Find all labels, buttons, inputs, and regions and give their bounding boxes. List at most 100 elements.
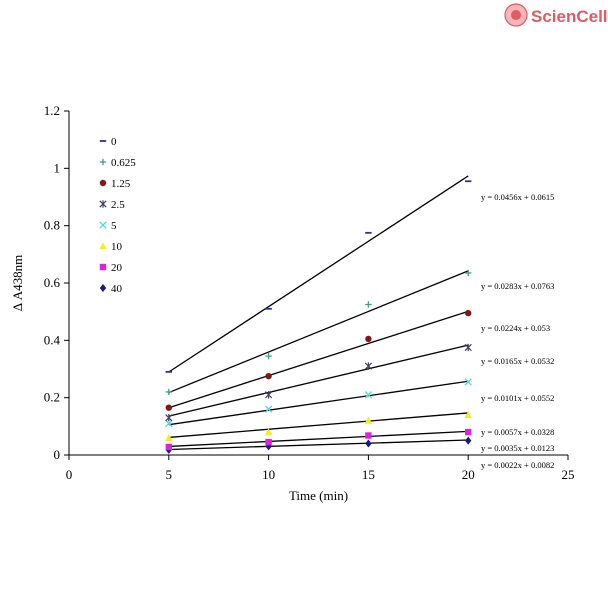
data-point-5-shape [464, 378, 472, 386]
data-point-40 [465, 436, 472, 445]
plot-area: 0 0.2 0.4 0.6 0.8 1 1.2 0 5 10 15 20 25 Time (min) Δ A… [10, 103, 575, 503]
data-point-5 [165, 419, 173, 428]
trend-equation-0.625: y = 0.0283x + 0.0763 [481, 281, 554, 291]
y-tick-label: 1 [54, 160, 61, 175]
logo-icon-inner [511, 10, 521, 20]
x-tick-label: 20 [462, 467, 475, 482]
y-tick-label: 0.2 [44, 390, 60, 405]
data-point-10 [165, 434, 173, 441]
legend-label-0: 0 [111, 136, 117, 148]
data-point-5 [464, 378, 472, 386]
data-point-1.25-shape [165, 404, 172, 411]
x-tick-label: 25 [562, 467, 575, 482]
data-point-10-shape [264, 428, 273, 436]
data-point-2.5 [165, 414, 173, 422]
trend-equation-20: y = 0.0035x + 0.0123 [481, 443, 554, 453]
y-tick-label: 0.8 [44, 218, 60, 233]
data-point-0.625 [365, 301, 372, 308]
legend-marker-1.25-shape [99, 179, 107, 187]
data-point-20 [365, 432, 372, 439]
data-point-40-shape [365, 439, 372, 448]
trend-equation-5: y = 0.0101x + 0.0552 [481, 393, 554, 403]
trendline-20 [168, 430, 469, 448]
trendline-1.25 [168, 310, 469, 409]
data-point-1.25-shape [265, 372, 272, 380]
data-point-0.625 [265, 352, 272, 360]
data-point-5-shape [364, 391, 373, 399]
data-point-2.5 [464, 343, 472, 352]
trend-equation-0: y = 0.0456x + 0.0615 [481, 192, 554, 202]
data-point-1.25 [265, 372, 272, 380]
legend-marker-2.5 [99, 200, 107, 208]
data-point-10 [464, 411, 472, 419]
data-point-20 [265, 438, 272, 446]
x-axis-label: Time (min) [289, 488, 348, 503]
data-point-40-shape [465, 436, 472, 445]
y-tick-label: 0.6 [44, 275, 61, 290]
data-point-20 [165, 443, 172, 451]
x-tick-label: 10 [262, 467, 275, 482]
data-point-1.25-shape [365, 335, 372, 343]
data-point-10 [264, 428, 273, 436]
trendline-40 [168, 439, 469, 451]
data-point-1.25 [465, 309, 472, 317]
trendline-0.625 [168, 270, 469, 394]
data-point-10-shape [364, 416, 373, 424]
data-point-10-shape [464, 411, 472, 419]
trendline-2.5 [168, 344, 469, 417]
legend-label-2.5: 2.5 [111, 199, 125, 211]
legend-label-20: 20 [111, 262, 123, 274]
legend-marker-0.625 [99, 158, 107, 166]
data-point-5-shape [264, 405, 273, 413]
trend-equation-1.25: y = 0.0224x + 0.053 [481, 323, 550, 333]
data-point-5 [264, 405, 273, 413]
legend-label-5: 5 [111, 220, 117, 232]
x-tick-label: 15 [362, 467, 375, 482]
logo: ScienCell [504, 3, 608, 27]
legend-marker-5-shape [99, 221, 107, 229]
data-point-0.625 [165, 388, 172, 396]
data-point-20 [465, 428, 472, 436]
logo-text: ScienCell [531, 7, 608, 26]
x-tick-label: 0 [66, 467, 73, 482]
data-point-5-shape [165, 419, 173, 428]
data-point-20-shape [165, 443, 172, 451]
y-tick-label: 0 [54, 447, 61, 462]
data-point-10 [364, 416, 373, 424]
legend-marker-40-shape [99, 284, 107, 292]
data-point-40 [365, 439, 372, 448]
trend-equation-2.5: y = 0.0165x + 0.0532 [481, 356, 554, 366]
trend-equation-40: y = 0.0022x + 0.0082 [481, 460, 554, 470]
y-tick-label: 1.2 [44, 103, 60, 118]
legend-label-40: 40 [111, 283, 123, 295]
legend-marker-40 [99, 284, 107, 292]
trend-equation-10: y = 0.0057x + 0.0328 [481, 427, 554, 437]
legend-marker-20 [99, 263, 107, 271]
data-point-2.5 [264, 391, 273, 399]
x-tick-label: 5 [166, 467, 173, 482]
data-point-0.625 [465, 269, 472, 277]
legend: 0 0.625 1.25 2.5 5 10 20 40 [99, 136, 136, 295]
data-point-1.25 [365, 335, 372, 343]
data-point-20-shape [265, 438, 272, 446]
data-point-5 [364, 391, 373, 399]
data-point-10-shape [165, 434, 173, 441]
data-point-20-shape [365, 432, 372, 439]
legend-marker-1.25 [99, 179, 107, 187]
data-point-1.25-shape [465, 309, 472, 317]
legend-marker-5 [99, 221, 107, 229]
data-point-1.25 [165, 404, 172, 411]
legend-label-1.25: 1.25 [111, 178, 131, 190]
trendline-5 [168, 380, 469, 426]
legend-marker-20-shape [99, 263, 107, 271]
y-tick-label: 0.4 [44, 332, 61, 347]
legend-marker-10 [99, 242, 107, 250]
legend-label-10: 10 [111, 241, 123, 253]
y-axis-label: Δ A438nm [10, 255, 25, 311]
legend-label-0.625: 0.625 [111, 157, 136, 169]
trendline-10 [168, 412, 469, 439]
trendline-0 [168, 175, 469, 373]
legend-marker-10-shape [99, 242, 107, 250]
data-point-2.5 [364, 362, 373, 370]
